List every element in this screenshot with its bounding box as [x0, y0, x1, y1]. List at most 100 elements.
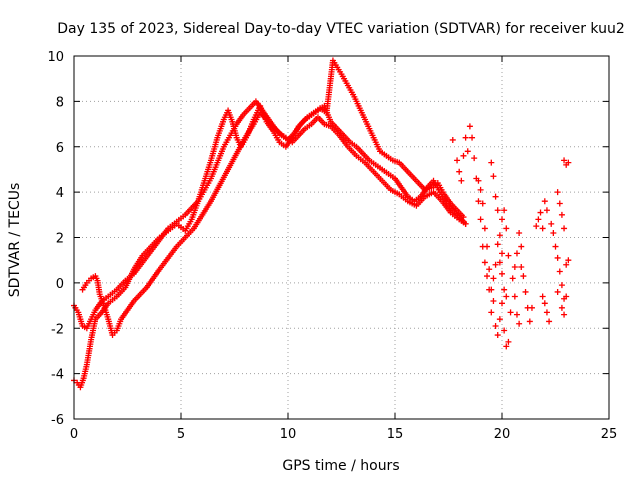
data-point [501, 286, 508, 293]
x-axis-label: GPS time / hours [282, 458, 399, 474]
data-point [539, 293, 546, 300]
data-point [499, 270, 505, 277]
data-point [539, 225, 546, 232]
data-point [494, 207, 501, 214]
y-tick-label: -2 [51, 322, 64, 337]
x-tick-label: 5 [177, 427, 185, 442]
data-point [492, 322, 499, 329]
data-point [499, 216, 505, 223]
data-point [499, 250, 505, 257]
data-point [488, 159, 495, 166]
y-axis-label: SDTVAR / TECUs [7, 183, 23, 298]
data-point [552, 243, 559, 250]
data-point [458, 177, 465, 184]
data-point [565, 257, 572, 264]
data-point [554, 288, 561, 295]
data-point [462, 134, 469, 141]
data-point [513, 311, 520, 318]
data-point [509, 275, 516, 282]
data-point [454, 157, 461, 164]
data-point [477, 216, 484, 223]
data-point [554, 189, 561, 196]
y-tick-label: 4 [56, 186, 64, 201]
data-point [505, 252, 512, 259]
data-point [503, 225, 510, 232]
data-point [494, 332, 501, 339]
data-point [558, 282, 565, 289]
data-point [490, 275, 497, 282]
data-point [501, 327, 508, 334]
data-point [501, 207, 508, 214]
data-point [499, 300, 505, 307]
data-point [490, 298, 497, 305]
data-point [477, 186, 484, 193]
data-point [503, 293, 510, 300]
data-point [511, 293, 518, 300]
data-point [543, 207, 550, 214]
data-point [462, 220, 469, 227]
y-tick-label: 10 [47, 50, 64, 65]
data-point [494, 241, 501, 248]
data-point [561, 225, 568, 232]
data-point [518, 243, 525, 250]
data-point [520, 273, 527, 280]
data-point [507, 309, 514, 316]
x-tick-label: 20 [494, 427, 511, 442]
data-point [505, 338, 512, 345]
data-point [516, 320, 523, 327]
data-point [479, 200, 486, 207]
data-point [492, 261, 499, 268]
data-points [71, 57, 572, 391]
data-point [475, 177, 482, 184]
data-point [526, 318, 533, 325]
data-point [558, 211, 565, 218]
data-point [522, 288, 529, 295]
x-tick-label: 10 [280, 427, 297, 442]
chart-title: Day 135 of 2023, Sidereal Day-to-day VTE… [57, 21, 625, 37]
data-point [503, 343, 510, 350]
data-point [558, 304, 565, 311]
x-tick-label: 15 [387, 427, 404, 442]
data-point [561, 157, 568, 164]
data-point [516, 229, 523, 236]
data-point [550, 229, 557, 236]
data-point [484, 243, 491, 250]
data-point [535, 216, 542, 223]
data-point [449, 136, 456, 143]
data-point [488, 309, 495, 316]
data-point [456, 168, 463, 175]
data-point [541, 300, 548, 307]
data-point [518, 263, 525, 270]
data-point [556, 268, 563, 275]
data-point [460, 152, 467, 159]
data-point [554, 254, 561, 261]
data-point [541, 198, 548, 205]
data-point [546, 318, 553, 325]
data-point [563, 261, 570, 268]
data-point [471, 155, 478, 162]
data-point [464, 148, 471, 155]
data-point [528, 304, 535, 311]
data-point [484, 273, 491, 280]
data-point [496, 259, 503, 266]
data-point [563, 293, 570, 300]
data-point [548, 220, 555, 227]
y-tick-label: 0 [56, 277, 64, 292]
data-point [466, 123, 473, 130]
data-point [475, 198, 482, 205]
data-point [492, 193, 499, 200]
data-point [511, 263, 518, 270]
y-tick-label: -4 [51, 368, 64, 383]
data-point [486, 266, 493, 273]
data-point [537, 209, 544, 216]
data-point [561, 311, 568, 318]
data-point [513, 250, 520, 257]
data-point [556, 200, 563, 207]
x-tick-label: 0 [70, 427, 78, 442]
data-point [543, 309, 550, 316]
grid-lines [74, 56, 609, 419]
data-point [563, 161, 570, 168]
data-point [533, 223, 540, 230]
